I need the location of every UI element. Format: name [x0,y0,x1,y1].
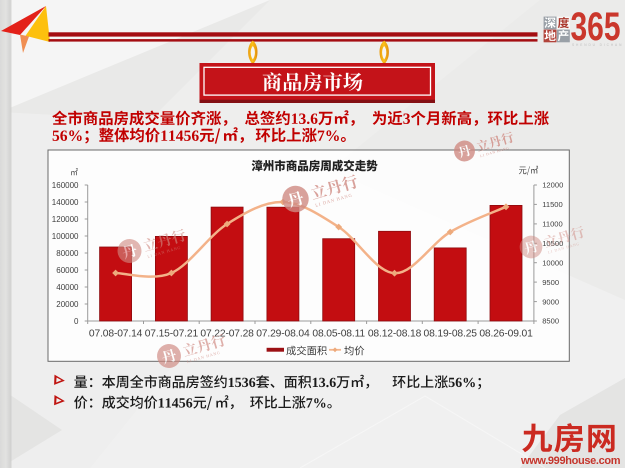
svg-text:120000: 120000 [52,215,79,224]
svg-text:SHENDU DICHAN: SHENDU DICHAN [572,43,623,47]
svg-text:40000: 40000 [56,283,79,292]
svg-text:07.22-07.28: 07.22-07.28 [200,329,254,340]
svg-text:10000: 10000 [542,258,563,267]
svg-text:07.29-08.04: 07.29-08.04 [256,329,310,340]
svg-text:140000: 140000 [52,198,79,207]
svg-text:9500: 9500 [542,278,559,287]
svg-text:60000: 60000 [56,266,79,275]
svg-text:08.26-09.01: 08.26-09.01 [479,329,533,340]
svg-text:08.12-08.18: 08.12-08.18 [368,329,422,340]
svg-text:07.15-07.21: 07.15-07.21 [145,329,199,340]
svg-text:100000: 100000 [52,232,79,241]
svg-text:0: 0 [74,317,79,326]
svg-text:365: 365 [571,5,621,49]
svg-text:11000: 11000 [542,220,563,229]
svg-text:20000: 20000 [56,300,79,309]
svg-text:9000: 9000 [542,297,559,306]
svg-text:08.19-08.25: 08.19-08.25 [424,329,478,340]
svg-text:08.05-08.11: 08.05-08.11 [312,329,365,340]
svg-text:8500: 8500 [542,317,559,326]
svg-text:07.08-07.14: 07.08-07.14 [89,329,143,340]
svg-text:80000: 80000 [56,249,79,258]
svg-text:11500: 11500 [542,200,563,209]
svg-text:www.999house.com: www.999house.com [520,455,621,467]
svg-text:160000: 160000 [52,181,79,190]
svg-text:12000: 12000 [542,181,563,190]
